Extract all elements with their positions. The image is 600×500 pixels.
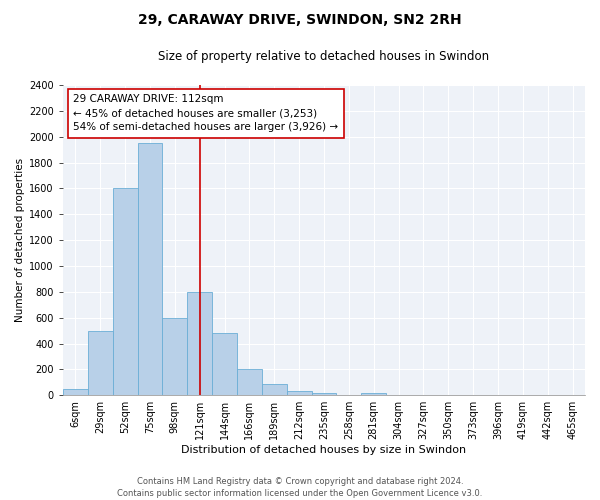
Bar <box>163 318 187 395</box>
Bar <box>386 394 411 395</box>
Bar <box>337 394 361 395</box>
Text: Contains HM Land Registry data © Crown copyright and database right 2024.
Contai: Contains HM Land Registry data © Crown c… <box>118 476 482 498</box>
Title: Size of property relative to detached houses in Swindon: Size of property relative to detached ho… <box>158 50 490 63</box>
Bar <box>237 370 262 395</box>
Y-axis label: Number of detached properties: Number of detached properties <box>15 158 25 322</box>
Text: 29, CARAWAY DRIVE, SWINDON, SN2 2RH: 29, CARAWAY DRIVE, SWINDON, SN2 2RH <box>138 12 462 26</box>
Bar <box>88 330 113 395</box>
Bar <box>262 384 287 395</box>
Bar <box>63 388 88 395</box>
Bar <box>137 143 163 395</box>
Bar <box>287 392 311 395</box>
Bar <box>187 292 212 395</box>
X-axis label: Distribution of detached houses by size in Swindon: Distribution of detached houses by size … <box>181 445 467 455</box>
Bar <box>311 392 337 395</box>
Bar <box>361 392 386 395</box>
Text: 29 CARAWAY DRIVE: 112sqm
← 45% of detached houses are smaller (3,253)
54% of sem: 29 CARAWAY DRIVE: 112sqm ← 45% of detach… <box>73 94 338 132</box>
Bar <box>113 188 137 395</box>
Bar <box>212 333 237 395</box>
